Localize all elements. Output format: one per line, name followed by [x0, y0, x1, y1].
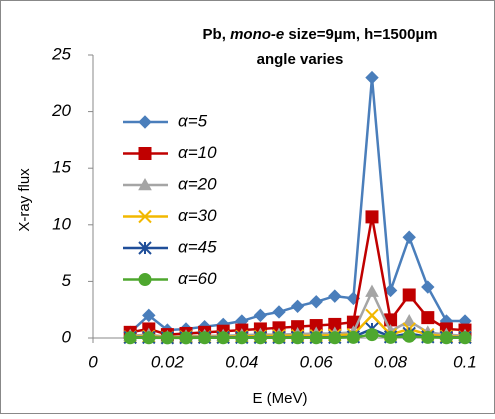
x-tick-label: 0.08 — [374, 352, 408, 371]
legend-marker — [138, 209, 152, 224]
legend-marker — [138, 273, 152, 286]
marker — [198, 331, 212, 345]
marker — [328, 289, 342, 303]
chart-title: Pb, mono-e size=9µm, h=1500µm — [203, 26, 438, 43]
x-tick-label: 0.04 — [225, 352, 258, 371]
legend-label: α=60 — [178, 269, 217, 288]
x-tick-label: 0.1 — [453, 352, 477, 371]
marker — [384, 330, 398, 344]
legend-label: α=20 — [178, 174, 217, 193]
legend-label: α=30 — [178, 206, 217, 225]
marker — [328, 331, 342, 345]
title-part: size=9µm, h=1500µm — [284, 26, 437, 43]
title-part: mono-e — [230, 26, 284, 43]
x-tick-label: 0 — [88, 352, 98, 371]
marker — [402, 329, 416, 343]
x-axis-title: E (MeV) — [252, 390, 307, 407]
legend-marker — [138, 147, 152, 160]
marker — [365, 210, 379, 224]
x-tick-label: 0.02 — [151, 352, 185, 371]
marker — [142, 331, 156, 345]
marker — [439, 331, 453, 345]
marker — [216, 331, 230, 345]
chart-subtitle: angle varies — [257, 51, 344, 68]
marker — [272, 331, 286, 345]
marker — [291, 331, 305, 345]
marker — [365, 284, 379, 297]
marker — [346, 330, 360, 344]
y-tick-label: 20 — [51, 101, 71, 120]
marker — [253, 331, 267, 345]
marker — [383, 283, 398, 298]
legend-marker — [138, 177, 152, 191]
y-tick-label: 10 — [52, 214, 71, 233]
y-tick-label: 15 — [52, 158, 71, 177]
legend-label: α=5 — [178, 111, 208, 130]
y-tick-label: 25 — [51, 44, 71, 63]
marker — [290, 299, 305, 314]
legend-label: α=10 — [178, 143, 217, 162]
marker — [123, 331, 137, 345]
x-tick-label: 0.06 — [300, 352, 334, 371]
y-axis-title: X-ray flux — [16, 168, 33, 232]
marker — [309, 331, 323, 345]
marker — [402, 230, 416, 244]
marker — [458, 331, 472, 345]
marker — [421, 280, 435, 294]
marker — [309, 295, 323, 309]
marker — [421, 311, 435, 325]
y-tick-label: 5 — [62, 271, 72, 290]
marker — [142, 308, 156, 323]
marker — [421, 330, 435, 344]
marker — [179, 331, 193, 345]
y-tick-label: 0 — [62, 327, 72, 346]
marker — [365, 328, 379, 342]
marker — [272, 305, 286, 319]
legend-marker — [138, 241, 152, 255]
marker — [365, 70, 379, 85]
title-part: Pb, — [203, 26, 231, 43]
legend-marker — [138, 115, 152, 129]
marker — [365, 308, 379, 323]
marker — [253, 308, 268, 323]
marker — [402, 288, 416, 302]
legend-label: α=45 — [178, 237, 217, 256]
marker — [160, 331, 174, 345]
marker — [402, 313, 417, 327]
marker — [235, 331, 249, 345]
